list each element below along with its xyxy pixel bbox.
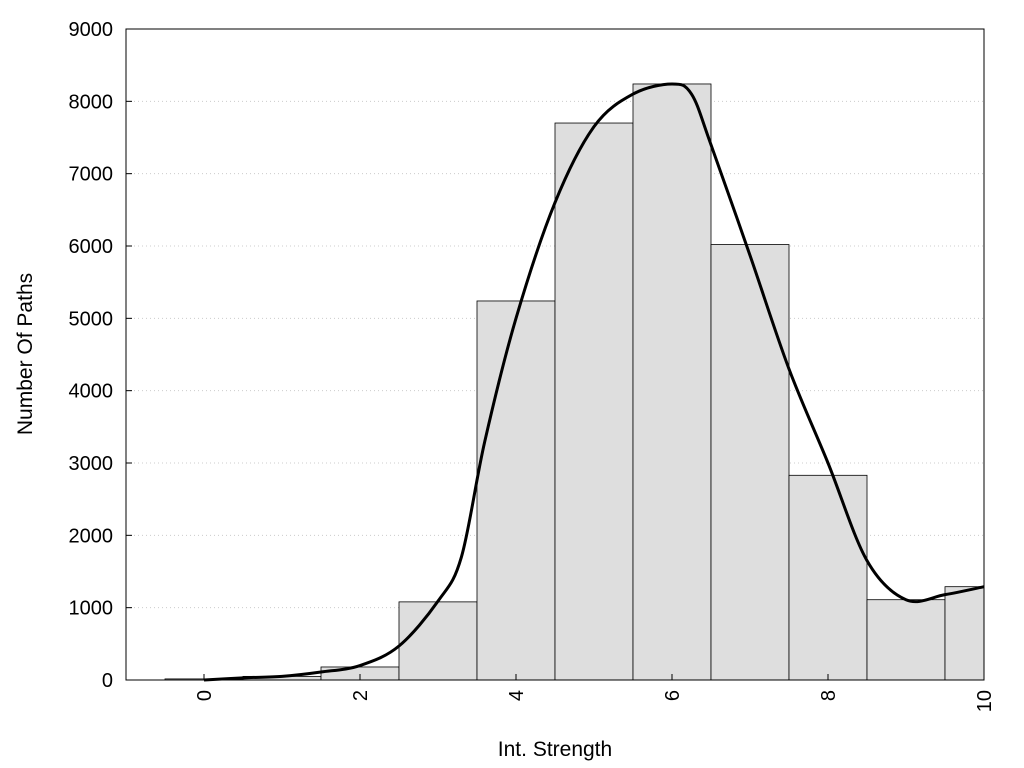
x-tick-label: 8 <box>818 690 840 701</box>
x-axis: 0 2 4 6 8 10 <box>194 674 996 712</box>
histogram-bar <box>788 474 868 681</box>
histogram-bar <box>554 122 634 681</box>
y-axis: 0 1000 2000 3000 4000 5000 6000 7000 8000 9000 <box>69 19 132 692</box>
histogram-bar <box>710 244 790 681</box>
y-tick-label: 7000 <box>69 164 114 186</box>
curve-layer <box>203 82 985 682</box>
histogram-bar <box>398 601 478 681</box>
x-tick-label: 4 <box>506 690 528 701</box>
x-tick-label: 0 <box>194 690 216 701</box>
x-tick-label: 2 <box>350 690 372 701</box>
histogram-bar <box>632 83 712 681</box>
y-tick-label: 0 <box>102 670 113 692</box>
y-tick-label: 1000 <box>69 598 114 620</box>
y-tick-label: 9000 <box>69 19 114 41</box>
histogram-bar <box>866 599 946 681</box>
plot-frame <box>125 28 985 681</box>
x-tick-label: 10 <box>974 690 996 712</box>
y-tick-label: 8000 <box>69 91 114 113</box>
density-curve <box>203 82 985 682</box>
y-axis-title: Number Of Paths <box>14 273 37 435</box>
bars-layer <box>164 83 985 681</box>
histogram-bar <box>944 586 985 681</box>
x-tick-label: 6 <box>662 690 684 701</box>
y-tick-label: 2000 <box>69 525 114 547</box>
y-tick-label: 6000 <box>69 236 114 258</box>
y-tick-label: 3000 <box>69 453 114 475</box>
y-tick-label: 4000 <box>69 381 114 403</box>
y-tick-label: 5000 <box>69 308 114 330</box>
histogram-bar <box>476 300 556 681</box>
x-axis-title: Int. Strength <box>498 738 612 761</box>
